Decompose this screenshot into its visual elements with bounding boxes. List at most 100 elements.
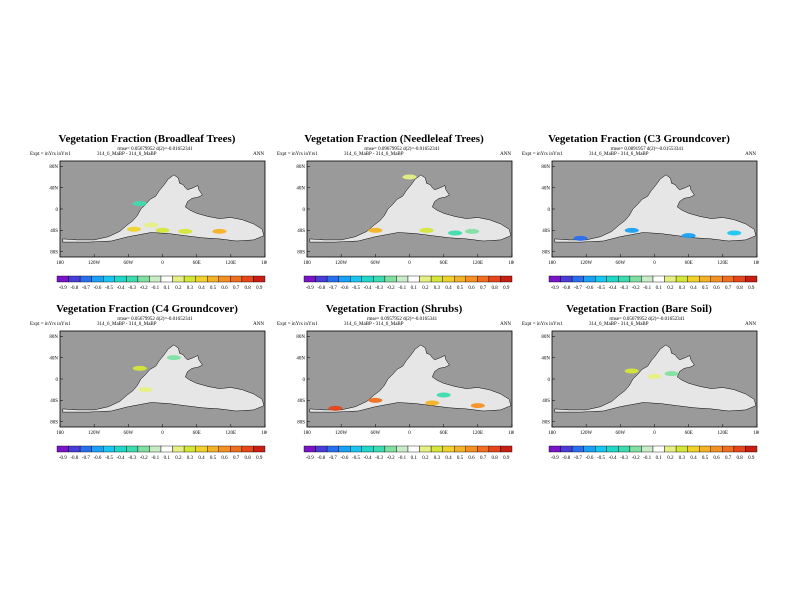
colorbar-swatch — [560, 275, 573, 283]
colorbar-swatch — [361, 445, 374, 453]
anomaly-mark — [132, 201, 147, 207]
anomaly-mark — [127, 226, 142, 232]
colorbar-label: -0.7 — [329, 286, 337, 291]
colorbar-swatch — [207, 445, 219, 453]
lon-tick-label: 0 — [161, 261, 164, 266]
colorbar-label: -0.5 — [597, 286, 605, 291]
colorbar-label: -0.5 — [352, 286, 360, 291]
colorbar-label: 0.8 — [245, 456, 252, 461]
colorbar-label: -0.1 — [151, 456, 159, 461]
colorbar: -0.9 -0.8 -0.7 -0.6 -0.5 -0.4 -0.3 -0.2 -0.1 0.1 0… — [56, 275, 266, 291]
colorbar-swatch — [303, 275, 316, 283]
colorbar-label: -0.6 — [585, 456, 593, 461]
colorbar-swatch — [195, 275, 208, 283]
colorbar-swatch — [699, 275, 711, 283]
lat-tick-label: 0 — [56, 378, 59, 383]
colorbar-swatch — [606, 445, 619, 453]
colorbar-swatch — [207, 275, 219, 283]
colorbar-swatch — [641, 445, 654, 453]
colorbar-label: 0.9 — [748, 456, 755, 461]
lon-tick-label: 0 — [408, 261, 411, 266]
colorbar-label: 0.2 — [175, 286, 182, 291]
lon-tick-label: 120W — [88, 261, 101, 266]
colorbar-swatch — [172, 445, 185, 453]
colorbar-swatch — [722, 275, 735, 283]
colorbar-label: -0.7 — [82, 456, 90, 461]
colorbar-label: 0.9 — [256, 456, 263, 461]
lon-tick-label: 60W — [370, 261, 380, 266]
colorbar-label: 0.8 — [737, 286, 744, 291]
colorbar: -0.9 -0.8 -0.7 -0.6 -0.5 -0.4 -0.3 -0.2 -0.1 0.1 0… — [548, 275, 758, 291]
colorbar-swatch — [384, 445, 397, 453]
lon-tick-label: 180 — [548, 261, 556, 266]
colorbar-label: 0.5 — [457, 286, 464, 291]
colorbar-label: -0.2 — [140, 456, 148, 461]
colorbar: -0.9 -0.8 -0.7 -0.6 -0.5 -0.4 -0.3 -0.2 -0.1 0.1 0… — [548, 445, 758, 461]
colorbar-label: -0.2 — [632, 286, 640, 291]
lat-tick-label: 80N — [49, 165, 58, 170]
colorbar-label: 0.9 — [503, 456, 510, 461]
colorbar-swatch — [710, 445, 723, 453]
colorbar-swatch — [722, 445, 735, 453]
lon-tick-label: 60W — [123, 261, 133, 266]
colorbar-label: 0.8 — [492, 286, 499, 291]
panel-needleleaf-trees: Vegetation Fraction (Needleleaf Trees) r… — [274, 133, 514, 313]
lon-tick-label: 120W — [335, 431, 348, 436]
colorbar-label: 0.2 — [667, 286, 674, 291]
colorbar-swatch — [641, 275, 654, 283]
colorbar-swatch — [488, 275, 501, 283]
panel-broadleaf-trees: Vegetation Fraction (Broadleaf Trees) rm… — [27, 133, 267, 313]
panel-title: Vegetation Fraction (C3 Groundcover) — [548, 133, 730, 145]
colorbar-swatch — [500, 275, 513, 283]
lat-tick-label: 40S — [297, 399, 305, 404]
colorbar-swatch — [407, 275, 420, 283]
panel-title: Vegetation Fraction (C4 Groundcover) — [56, 303, 238, 315]
map-plot: 80N 40N 0 40S 80S 180 120W 60W 0 60E 120E 180 — [541, 160, 759, 266]
colorbar-label: 0.5 — [210, 456, 217, 461]
colorbar-swatch — [114, 445, 127, 453]
colorbar-label: 0.7 — [480, 286, 487, 291]
lat-tick-label: 80S — [297, 420, 305, 425]
lat-tick-label: 40S — [542, 229, 550, 234]
colorbar-label: -0.5 — [105, 286, 113, 291]
colorbar-swatch — [149, 445, 162, 453]
colorbar-label: 0.3 — [434, 456, 441, 461]
colorbar-swatch — [687, 445, 700, 453]
colorbar-label: 0.1 — [411, 456, 418, 461]
lat-tick-label: 40N — [296, 356, 305, 361]
rmse-text: rmse= 0.0891957 d(2)=-0.01553341 — [610, 147, 684, 152]
colorbar-label: 0.5 — [702, 286, 709, 291]
diff-text: 314_6_MaBP - 314_6_MaBP — [344, 322, 404, 327]
colorbar-swatch — [442, 275, 455, 283]
colorbar: -0.9 -0.8 -0.7 -0.6 -0.5 -0.4 -0.3 -0.2 -0.1 0.1 0… — [56, 445, 266, 461]
colorbar-swatch — [384, 275, 397, 283]
colorbar-swatch — [629, 445, 642, 453]
colorbar-swatch — [733, 275, 746, 283]
continent-outline — [309, 344, 512, 413]
anomaly-mark — [138, 387, 153, 393]
colorbar-label: 0.6 — [468, 456, 475, 461]
lon-tick-label: 60W — [370, 431, 380, 436]
colorbar-label: -0.8 — [562, 456, 570, 461]
colorbar-swatch — [571, 275, 584, 283]
anomaly-mark — [448, 230, 463, 236]
colorbar-swatch — [160, 445, 173, 453]
panel-bare-soil: Vegetation Fraction (Bare Soil) rmse= 0.… — [519, 303, 759, 483]
lon-tick-label: 0 — [653, 431, 656, 436]
colorbar-label: 0.8 — [492, 456, 499, 461]
rmse-text: rmse= 0.05679952 d(2)=-0.01652341 — [117, 147, 193, 152]
colorbar-label: -0.4 — [609, 286, 617, 291]
lon-tick-label: 180 — [261, 261, 267, 266]
colorbar-swatch — [652, 445, 665, 453]
lon-tick-label: 60E — [685, 431, 693, 436]
colorbar-label: 0.1 — [656, 456, 663, 461]
lat-tick-label: 0 — [303, 378, 306, 383]
colorbar-label: -0.8 — [562, 286, 570, 291]
colorbar-label: -0.1 — [643, 286, 651, 291]
colorbar-swatch — [218, 275, 231, 283]
colorbar-label: -0.5 — [105, 456, 113, 461]
lon-tick-label: 120E — [226, 431, 237, 436]
colorbar-swatch — [583, 275, 596, 283]
anomaly-mark — [132, 365, 147, 371]
